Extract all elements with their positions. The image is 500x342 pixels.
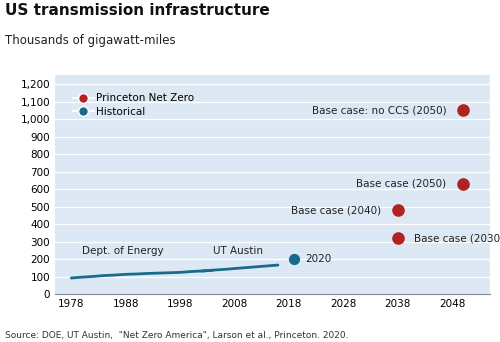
Point: [290, 256, 298, 262]
Point: [459, 107, 467, 113]
Text: Base case (2040): Base case (2040): [291, 205, 382, 215]
Point: [459, 181, 467, 186]
Text: Base case (2050): Base case (2050): [356, 179, 446, 189]
Text: Source: DOE, UT Austin,  "Net Zero America", Larson et al., Princeton. 2020.: Source: DOE, UT Austin, "Net Zero Americ…: [5, 331, 348, 340]
Text: UT Austin: UT Austin: [212, 246, 262, 255]
Point: [394, 207, 402, 213]
Text: Base case: no CCS (2050): Base case: no CCS (2050): [312, 105, 446, 115]
Point: [394, 235, 402, 241]
Text: Thousands of gigawatt-miles: Thousands of gigawatt-miles: [5, 34, 175, 47]
Text: Dept. of Energy: Dept. of Energy: [82, 246, 164, 255]
Text: 2020: 2020: [305, 254, 332, 264]
Text: US transmission infrastructure: US transmission infrastructure: [5, 3, 270, 18]
Legend: Princeton Net Zero, Historical: Princeton Net Zero, Historical: [69, 89, 198, 121]
Text: Base case (2030): Base case (2030): [414, 233, 500, 243]
